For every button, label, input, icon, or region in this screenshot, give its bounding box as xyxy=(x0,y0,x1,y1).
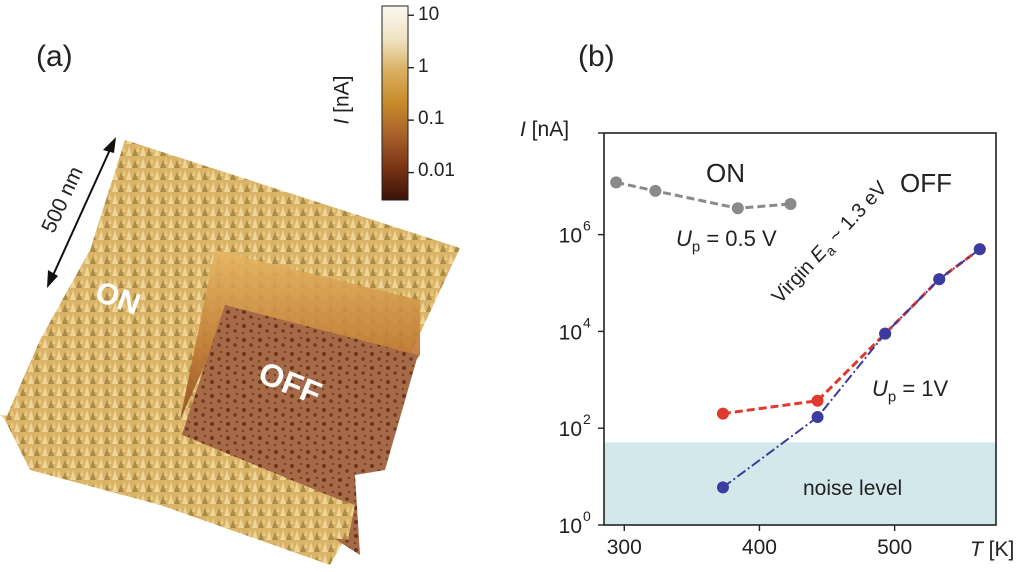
data-point xyxy=(973,243,986,256)
x-axis-label: T [K] xyxy=(970,538,1015,561)
annotation-on: ON xyxy=(706,158,745,188)
data-point xyxy=(811,394,824,407)
off-surface xyxy=(180,305,418,555)
y-tick-label: 10 xyxy=(559,418,582,441)
y-tick-exponent: 4 xyxy=(583,314,591,330)
up-subscript: p xyxy=(691,238,701,256)
y-tick-label: 10 xyxy=(559,225,582,248)
x-tick-label: 500 xyxy=(877,536,912,559)
plot-frame xyxy=(603,132,997,526)
colorbar-tick-label: 1 xyxy=(418,56,429,77)
data-point xyxy=(716,407,729,420)
y-tick-exponent: 2 xyxy=(583,411,591,427)
series-line xyxy=(722,247,981,416)
data-point xyxy=(649,184,662,197)
data-point xyxy=(811,411,824,424)
y-tick-label: 10 xyxy=(559,321,582,344)
noise-level-label: noise level xyxy=(803,477,903,500)
x-tick-label: 400 xyxy=(742,536,777,559)
y-tick-exponent: 0 xyxy=(583,508,591,524)
x-tick-label: 300 xyxy=(607,536,642,559)
up-value: = 1V xyxy=(896,376,949,401)
noise-level-band xyxy=(604,442,996,525)
annotation-off: OFF xyxy=(900,168,952,198)
colorbar-tick-label: 10 xyxy=(418,4,440,25)
up-symbol: U xyxy=(676,226,692,251)
colorbar xyxy=(381,5,409,201)
colorbar-ticks xyxy=(408,14,414,174)
data-point xyxy=(610,176,623,189)
colorbar-tick-label: 0.01 xyxy=(418,160,455,181)
on-front-strip xyxy=(0,415,355,540)
data-point xyxy=(933,273,946,286)
colorbar-tick-label: 0.1 xyxy=(418,108,445,129)
y-tick-exponent: 6 xyxy=(583,218,591,234)
up-subscript: p xyxy=(887,388,897,406)
series-line xyxy=(615,180,791,210)
scale-bar-arrow xyxy=(47,137,116,288)
data-point xyxy=(731,202,744,215)
afm-3d-surface xyxy=(0,5,460,565)
y-axis-label: I [nA] xyxy=(520,118,570,141)
panel-b-label: (b) xyxy=(578,40,615,73)
annotation-up-off: Up = 1V xyxy=(872,376,948,405)
series-layer xyxy=(610,176,986,494)
data-point xyxy=(879,327,892,340)
data-point xyxy=(784,197,797,210)
up-symbol: U xyxy=(872,376,888,401)
up-value: = 0.5 V xyxy=(700,226,777,251)
data-point xyxy=(716,481,729,494)
panel-a-label: (a) xyxy=(36,40,73,73)
y-tick-label: 10 xyxy=(559,515,582,538)
annotation-up-on: Up = 0.5 V xyxy=(676,226,777,255)
